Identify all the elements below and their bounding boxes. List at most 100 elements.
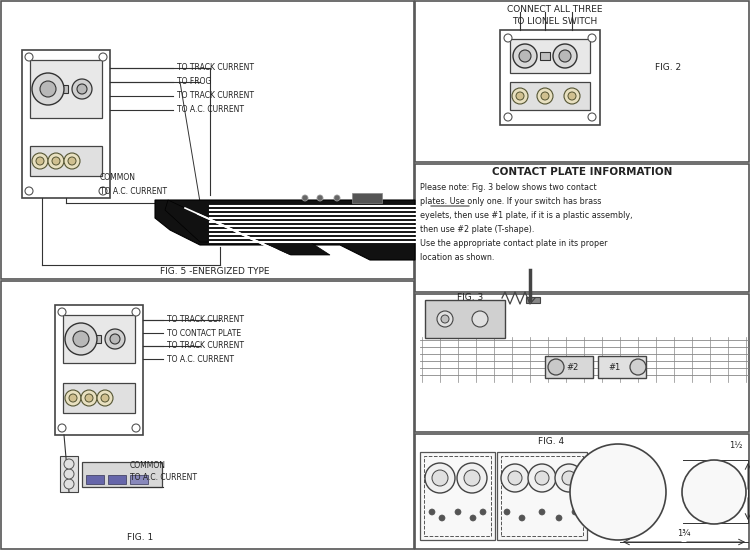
Circle shape [72, 79, 92, 99]
Circle shape [508, 471, 522, 485]
Circle shape [425, 463, 455, 493]
Text: #2: #2 [566, 362, 578, 371]
Circle shape [588, 113, 596, 121]
Bar [497, 452, 587, 540]
Text: COMMON: COMMON [100, 173, 136, 183]
Circle shape [537, 88, 553, 104]
Bar [415, 1, 749, 162]
Text: FIG. 4: FIG. 4 [538, 437, 564, 447]
Circle shape [528, 464, 556, 492]
Text: TO FROG: TO FROG [177, 78, 212, 86]
Text: TO A.C. CURRENT: TO A.C. CURRENT [167, 355, 234, 364]
Text: FIG. 5 -ENERGIZED TYPE: FIG. 5 -ENERGIZED TYPE [160, 267, 269, 277]
Circle shape [516, 92, 524, 100]
Circle shape [64, 479, 74, 489]
Text: TO A.C. CURRENT: TO A.C. CURRENT [177, 106, 244, 114]
Circle shape [512, 88, 528, 104]
Text: 1½: 1½ [728, 442, 742, 450]
Text: TO CONTACT PLATE: TO CONTACT PLATE [167, 328, 242, 338]
Text: TO LIONEL SWITCH: TO LIONEL SWITCH [512, 18, 598, 26]
Circle shape [85, 394, 93, 402]
Circle shape [64, 459, 74, 469]
Circle shape [562, 471, 576, 485]
Circle shape [513, 44, 537, 68]
Circle shape [65, 323, 97, 355]
Circle shape [68, 157, 76, 165]
Bar [1, 281, 414, 549]
Text: FIG. 3: FIG. 3 [457, 294, 483, 302]
Circle shape [504, 509, 510, 515]
Bar [86, 475, 104, 484]
Bar [63, 383, 135, 413]
Circle shape [105, 329, 125, 349]
Circle shape [455, 509, 461, 515]
Circle shape [65, 390, 81, 406]
Circle shape [132, 308, 140, 316]
Bar [415, 434, 749, 549]
Bar [425, 300, 505, 338]
Circle shape [541, 92, 549, 100]
Bar [93, 335, 101, 343]
Circle shape [99, 187, 107, 195]
Bar [598, 356, 646, 378]
Circle shape [432, 470, 448, 486]
Circle shape [464, 470, 480, 486]
Circle shape [317, 195, 323, 201]
Circle shape [504, 34, 512, 42]
Circle shape [535, 471, 549, 485]
Text: FIG. 1: FIG. 1 [127, 534, 153, 542]
Bar [1, 1, 414, 279]
Circle shape [48, 153, 64, 169]
Circle shape [504, 113, 512, 121]
Bar [60, 85, 68, 93]
Circle shape [110, 334, 120, 344]
Circle shape [25, 53, 33, 61]
Bar [22, 50, 110, 198]
Circle shape [101, 394, 109, 402]
Circle shape [472, 311, 488, 327]
Circle shape [52, 157, 60, 165]
Circle shape [559, 50, 571, 62]
Text: 1¾: 1¾ [677, 530, 691, 538]
Bar [60, 456, 78, 492]
Bar [415, 164, 749, 292]
Circle shape [32, 73, 64, 105]
Bar [30, 60, 102, 118]
Text: TO TRACK CURRENT: TO TRACK CURRENT [177, 91, 254, 101]
Bar [510, 82, 590, 110]
Circle shape [519, 50, 531, 62]
Bar [510, 39, 590, 73]
Bar [55, 305, 143, 435]
Bar [540, 52, 550, 60]
Bar [30, 146, 102, 176]
Text: CONTACT PLATE INFORMATION: CONTACT PLATE INFORMATION [492, 167, 672, 177]
Text: FIG. 2: FIG. 2 [655, 63, 681, 73]
Circle shape [64, 469, 74, 479]
Circle shape [556, 515, 562, 521]
Bar [500, 30, 600, 125]
Circle shape [437, 311, 453, 327]
Circle shape [58, 308, 66, 316]
Bar [526, 297, 540, 303]
Text: COMMON: COMMON [130, 460, 166, 470]
Circle shape [81, 390, 97, 406]
Circle shape [470, 515, 476, 521]
Circle shape [429, 509, 435, 515]
Text: then use #2 plate (T-shape).: then use #2 plate (T-shape). [420, 226, 534, 234]
Circle shape [302, 195, 308, 201]
Text: Please note: Fig. 3 below shows two contact: Please note: Fig. 3 below shows two cont… [420, 184, 597, 192]
Bar [130, 475, 148, 484]
Circle shape [519, 515, 525, 521]
Circle shape [548, 359, 564, 375]
Circle shape [564, 88, 580, 104]
Text: TO TRACK CURRENT: TO TRACK CURRENT [177, 63, 254, 73]
Circle shape [480, 509, 486, 515]
Text: #1: #1 [608, 362, 620, 371]
Circle shape [77, 84, 87, 94]
Text: TO TRACK CURRENT: TO TRACK CURRENT [167, 342, 244, 350]
Circle shape [441, 315, 449, 323]
Circle shape [36, 157, 44, 165]
Text: TO TRACK CURRENT: TO TRACK CURRENT [167, 316, 244, 324]
Circle shape [555, 464, 583, 492]
Circle shape [334, 195, 340, 201]
